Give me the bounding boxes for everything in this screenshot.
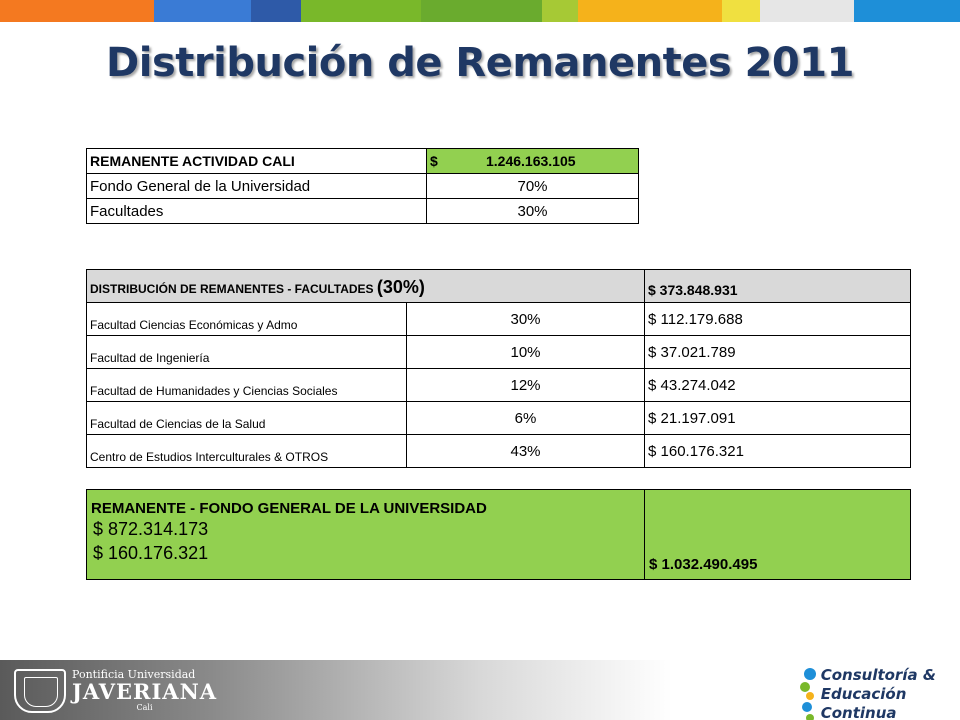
dot-icon	[804, 667, 816, 680]
faculty-percent: 43%	[406, 434, 645, 468]
stripe-segment	[542, 0, 578, 22]
remanente-actividad-label: REMANENTE ACTIVIDAD CALI	[86, 148, 427, 174]
javeriana-line1: Pontificia Universidad	[72, 668, 196, 681]
faculty-amount: $ 112.179.688	[644, 302, 911, 336]
row-label: Facultades	[86, 198, 427, 224]
faculty-percent: 12%	[406, 368, 645, 402]
amount-value: 1.246.163.105	[486, 153, 576, 169]
stripe-segment	[300, 0, 422, 22]
faculty-name: Facultad de Humanidades y Ciencias Socia…	[86, 368, 407, 402]
dot-icon	[800, 681, 810, 692]
faculty-name: Facultad de Ingeniería	[86, 335, 407, 369]
stripe-segment	[577, 0, 723, 22]
row-label: Fondo General de la Universidad	[86, 173, 427, 199]
faculty-percent: 6%	[406, 401, 645, 435]
distribucion-header-amount: $ 373.848.931	[644, 269, 911, 303]
table-row: Fondo General de la Universidad 70%	[86, 173, 639, 199]
stripe-segment	[421, 0, 543, 22]
stripe-segment	[760, 0, 854, 22]
table-row: Facultad Ciencias Económicas y Admo 30% …	[86, 302, 911, 336]
distribucion-facultades-table: DISTRIBUCIÓN DE REMANENTES - FACULTADES …	[86, 269, 911, 468]
fondo-value-2: $ 160.176.321	[93, 543, 209, 563]
fondo-general-label: REMANENTE - FONDO GENERAL DE LA UNIVERSI…	[91, 500, 487, 517]
table-row: REMANENTE ACTIVIDAD CALI $1.246.163.105	[86, 148, 639, 174]
dot-icon	[802, 701, 812, 712]
stripe-segment	[853, 0, 960, 22]
fondo-value-1: $ 872.314.173	[93, 519, 209, 539]
dots-icon	[800, 667, 817, 720]
consultoria-line2: Educación Continua	[820, 685, 907, 720]
table-row: Facultad de Ciencias de la Salud 6% $ 21…	[86, 401, 911, 435]
dot-icon	[806, 691, 814, 700]
stripe-segment	[121, 0, 154, 22]
javeriana-line3: Cali	[136, 703, 153, 712]
row-value: 70%	[426, 173, 639, 199]
fondo-general-total: $ 1.032.490.495	[644, 489, 911, 580]
faculty-name: Facultad Ciencias Económicas y Admo	[86, 302, 407, 336]
faculty-amount: $ 160.176.321	[644, 434, 911, 468]
stripe-segment	[153, 0, 252, 22]
javeriana-logo: Pontificia Universidad JAVERIANA Cali	[14, 668, 217, 713]
remanente-actividad-table: REMANENTE ACTIVIDAD CALI $1.246.163.105 …	[86, 148, 639, 224]
faculty-amount: $ 37.021.789	[644, 335, 911, 369]
crest-icon	[14, 668, 66, 713]
faculty-amount: $ 21.197.091	[644, 401, 911, 435]
table-row: REMANENTE - FONDO GENERAL DE LA UNIVERSI…	[86, 489, 911, 580]
page-title: Distribución de Remanentes 2011	[106, 40, 854, 86]
stripe-segment	[251, 0, 301, 22]
table-row: Facultad de Ingeniería 10% $ 37.021.789	[86, 335, 911, 369]
remanente-actividad-amount: $1.246.163.105	[426, 148, 639, 174]
stripe-segment	[0, 0, 122, 22]
fondo-general-cell: REMANENTE - FONDO GENERAL DE LA UNIVERSI…	[86, 489, 645, 580]
currency-symbol: $	[430, 153, 438, 169]
table-row: Centro de Estudios Interculturales & OTR…	[86, 434, 911, 468]
fondo-general-table: REMANENTE - FONDO GENERAL DE LA UNIVERSI…	[86, 489, 911, 580]
javeriana-logo-text: Pontificia Universidad JAVERIANA Cali	[72, 668, 217, 713]
consultoria-logo-text: Consultoría & Educación Continua	[821, 666, 960, 720]
header-percent: (30%)	[376, 277, 425, 297]
faculty-name: Centro de Estudios Interculturales & OTR…	[86, 434, 407, 468]
table-row: Facultades 30%	[86, 198, 639, 224]
distribucion-header-label: DISTRIBUCIÓN DE REMANENTES - FACULTADES …	[86, 269, 645, 303]
faculty-amount: $ 43.274.042	[644, 368, 911, 402]
faculty-name: Facultad de Ciencias de la Salud	[86, 401, 407, 435]
dot-icon	[806, 713, 814, 720]
stripe-segment	[722, 0, 761, 22]
consultoria-logo: Consultoría & Educación Continua	[800, 666, 960, 720]
table-header-row: DISTRIBUCIÓN DE REMANENTES - FACULTADES …	[86, 269, 911, 303]
top-color-stripe	[0, 0, 960, 22]
javeriana-line2: JAVERIANA	[72, 679, 218, 704]
header-text: DISTRIBUCIÓN DE REMANENTES - FACULTADES	[90, 282, 374, 296]
faculty-percent: 30%	[406, 302, 645, 336]
faculty-percent: 10%	[406, 335, 645, 369]
row-value: 30%	[426, 198, 639, 224]
table-row: Facultad de Humanidades y Ciencias Socia…	[86, 368, 911, 402]
consultoria-line1: Consultoría &	[820, 666, 936, 684]
